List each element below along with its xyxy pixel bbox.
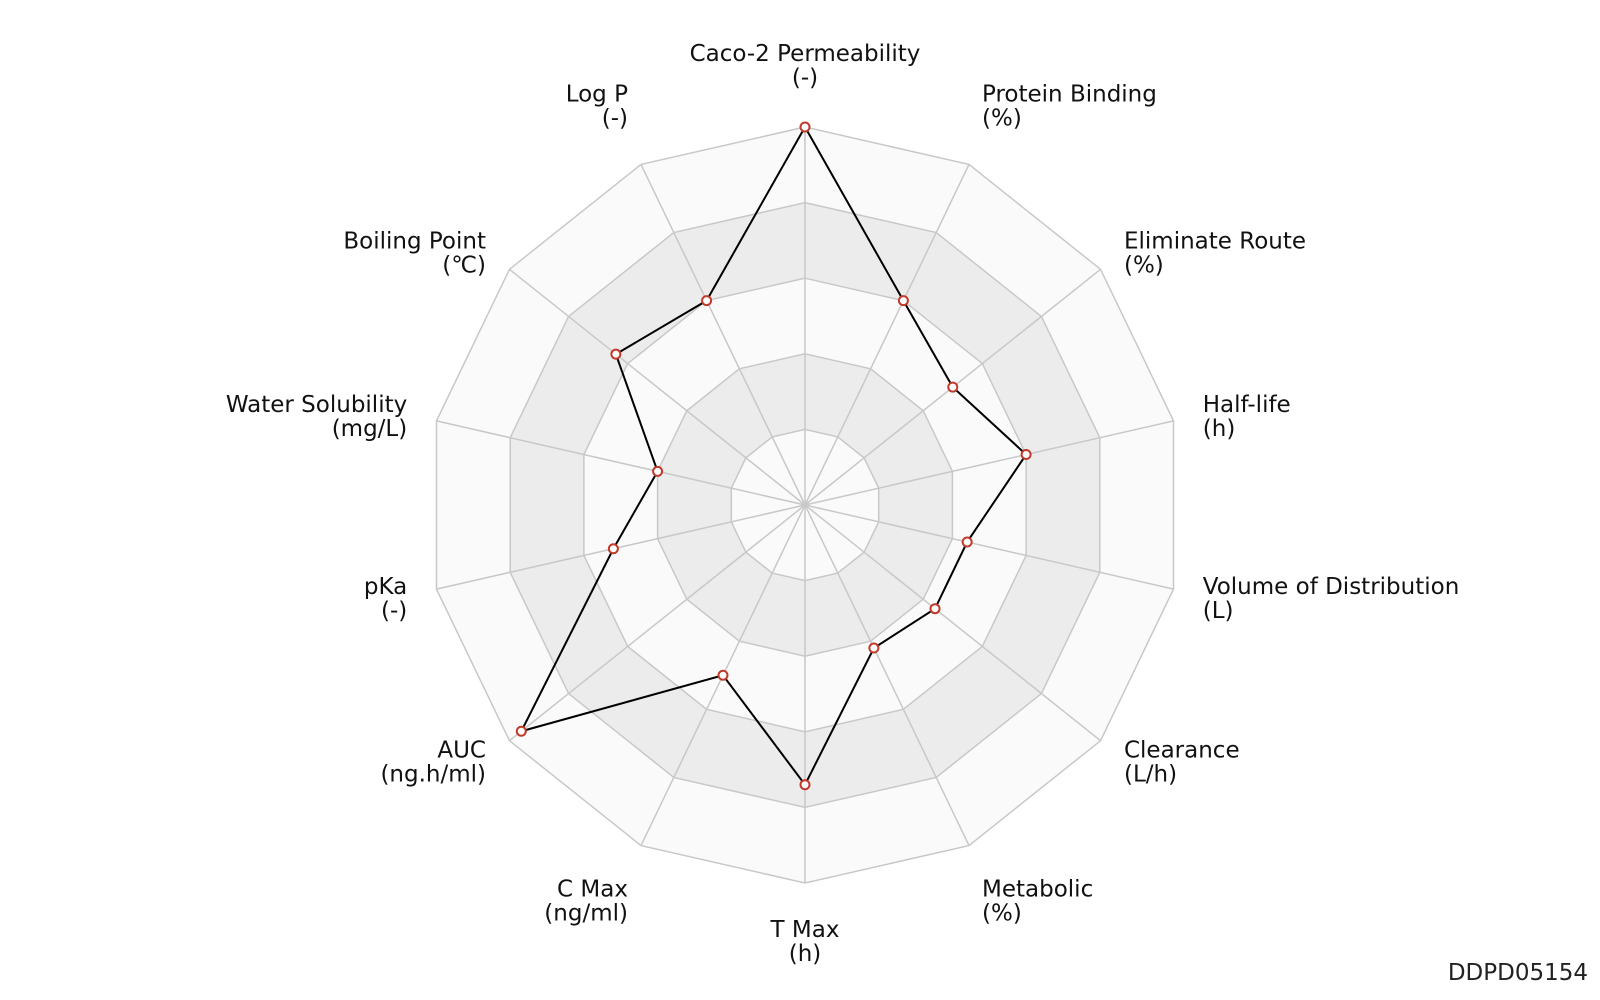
axis-label-name: Caco-2 Permeability [690, 41, 921, 67]
data-point [897, 295, 909, 307]
axis-labels: Caco-2 Permeability(-)Protein Binding(%)… [226, 41, 1459, 967]
spoke-10 [436, 504, 806, 590]
data-point [610, 348, 622, 360]
axis-label-name: Boiling Point [343, 229, 486, 255]
axis-label-unit: (mg/L) [332, 416, 408, 442]
data-point [652, 465, 664, 477]
data-series [515, 121, 1032, 791]
spoke-1 [804, 164, 970, 506]
spoke-11 [436, 420, 806, 506]
spoke-3 [804, 420, 1174, 506]
data-point [717, 669, 729, 681]
data-point [607, 543, 619, 555]
axis-label-name: Water Solubility [226, 392, 407, 418]
data-point [799, 121, 811, 133]
axis-label-unit: (℃) [442, 253, 486, 279]
data-point [868, 642, 880, 654]
axis-label-unit: (ng/ml) [544, 901, 628, 927]
axis-label-name: pKa [364, 574, 407, 600]
axis-label-unit: (h) [1203, 416, 1236, 442]
spoke-5 [804, 504, 1101, 742]
spoke-13 [640, 164, 806, 506]
data-point [701, 295, 713, 307]
axis-label-name: C Max [557, 877, 628, 903]
axis-label-unit: (-) [792, 65, 818, 91]
spoke-9 [509, 504, 806, 742]
spoke-6 [804, 504, 970, 846]
axis-label-unit: (%) [982, 105, 1022, 131]
axis-label-name: AUC [437, 737, 486, 763]
axis-label-name: Protein Binding [982, 81, 1157, 107]
data-point [961, 536, 973, 548]
axis-label-name: Half-life [1203, 392, 1291, 418]
data-point [799, 779, 811, 791]
axis-label-unit: (%) [982, 901, 1022, 927]
axis-label-name: Eliminate Route [1124, 229, 1306, 255]
axis-label-unit: (L) [1203, 598, 1234, 624]
axis-label-unit: (%) [1124, 253, 1164, 279]
axis-label-unit: (h) [789, 941, 822, 967]
spoke-12 [509, 268, 806, 506]
axis-label-unit: (ng.h/ml) [380, 761, 486, 787]
axis-label-name: T Max [770, 917, 840, 943]
data-point [947, 381, 959, 393]
spoke-4 [804, 504, 1174, 590]
axis-label-unit: (-) [381, 598, 407, 624]
axis-label-unit: (-) [602, 105, 628, 131]
chart-id: DDPD05154 [1447, 960, 1588, 986]
axis-label-name: Volume of Distribution [1203, 574, 1460, 600]
axis-label-name: Metabolic [982, 877, 1093, 903]
axis-label-name: Log P [566, 81, 628, 107]
axis-label-unit: (L/h) [1124, 761, 1177, 787]
data-point [1020, 449, 1032, 461]
axis-label-name: Clearance [1124, 737, 1240, 763]
data-point [929, 603, 941, 615]
data-point [515, 725, 527, 737]
